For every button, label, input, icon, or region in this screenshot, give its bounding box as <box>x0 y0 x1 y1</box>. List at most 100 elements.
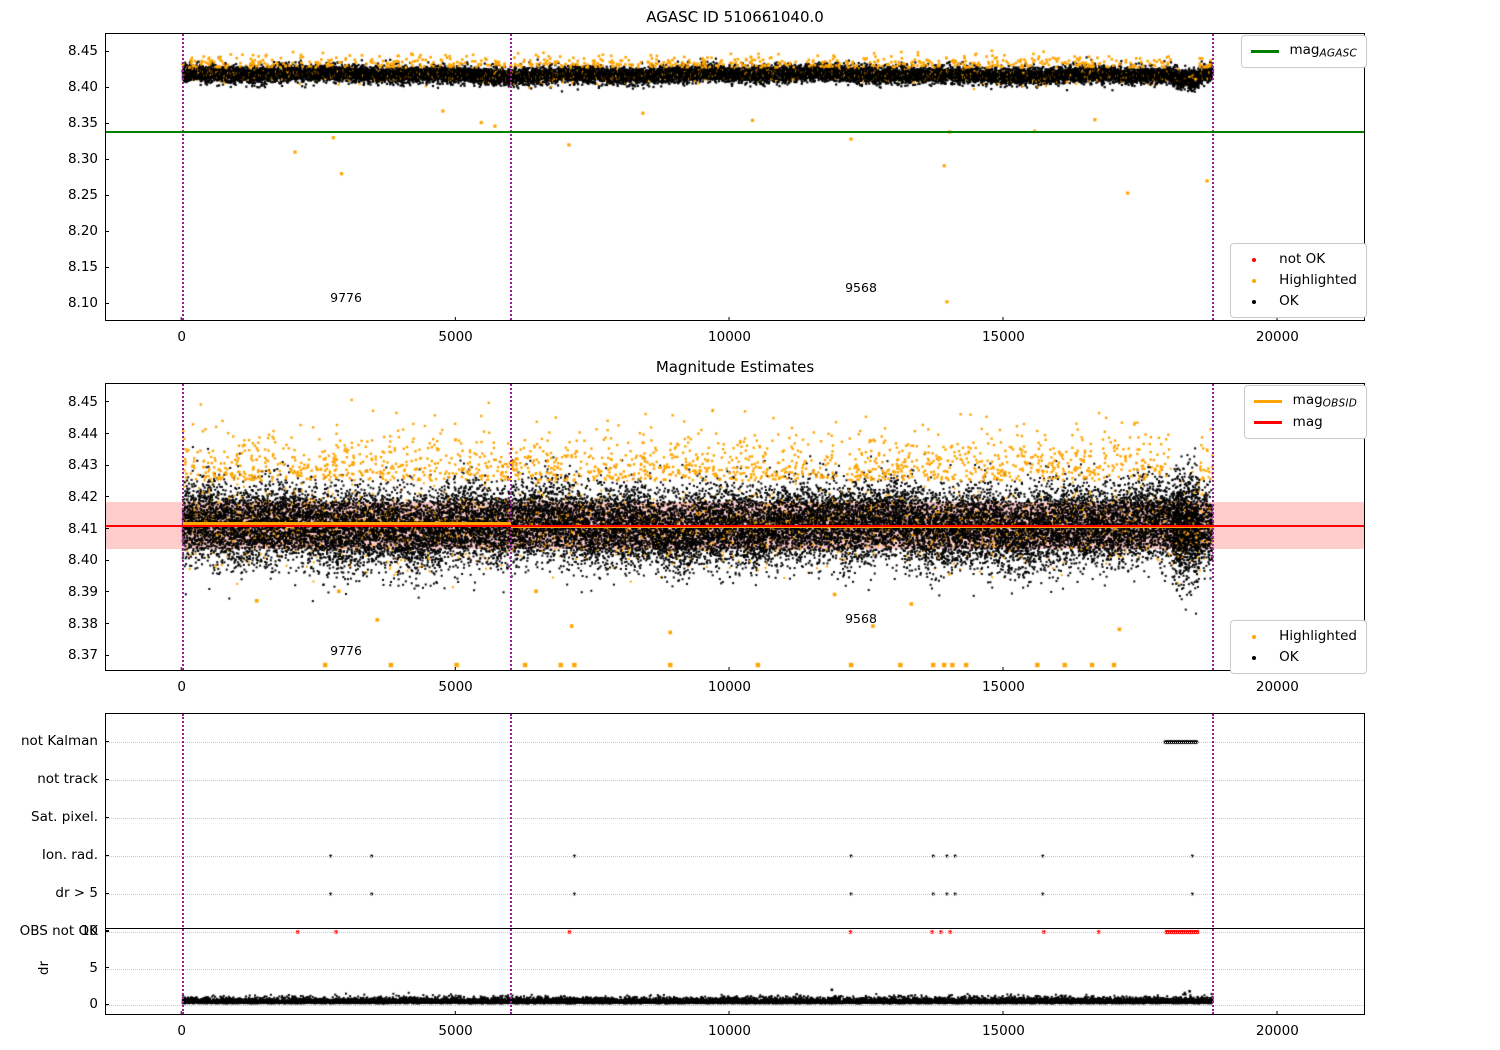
legend-entry: OK <box>1238 291 1357 312</box>
panel-magnitude-estimates: Magnitude Estimates 8.37 8.38 8.39 8.40 8.41… <box>68 358 1367 695</box>
legend-subscript: AGASC <box>1319 47 1357 60</box>
panel1-legend-mag-agasc[interactable]: magAGASC <box>1240 35 1367 68</box>
panel-flags-and-dr: not Kalman not track Sat. pixel. Ion. rad. d… <box>20 713 1365 1039</box>
legend-label: Highlighted <box>1279 627 1357 644</box>
flag-gridline <box>106 856 1364 857</box>
x-tick-label: 15000 <box>982 667 1025 695</box>
dr-tick-label: 0 <box>89 996 109 1012</box>
dr-gridline <box>106 1005 1364 1007</box>
obsid-annotation: 9776 <box>330 290 362 306</box>
flag-gridline <box>106 894 1364 895</box>
legend-subscript: OBSID <box>1322 397 1357 410</box>
x-tick-label: 20000 <box>1256 317 1299 345</box>
obsid-divider-line <box>181 34 184 320</box>
x-tick-label: 20000 <box>1256 1011 1299 1039</box>
legend-line-swatch <box>1252 421 1284 424</box>
flag-gridline <box>106 780 1364 781</box>
legend-dot-swatch <box>1238 278 1270 283</box>
legend-line-swatch <box>1249 50 1281 53</box>
obsid-annotation: 9568 <box>845 611 877 627</box>
y-tick-label: 8.10 <box>68 295 109 311</box>
y-tick-label: 8.43 <box>68 457 109 473</box>
y-tick-label: 8.40 <box>68 552 109 568</box>
y-tick-label: 8.25 <box>68 187 109 203</box>
obsid-annotation: 9776 <box>330 642 362 658</box>
y-tick-label: 8.20 <box>68 223 109 239</box>
legend-label: OK <box>1279 292 1299 309</box>
legend-line-swatch <box>1252 400 1284 403</box>
x-tick-label: 10000 <box>708 317 751 345</box>
flag-gridline <box>106 742 1364 743</box>
legend-label: mag <box>1292 413 1323 430</box>
legend-entry: magAGASC <box>1249 41 1358 62</box>
legend-entry: not OK <box>1238 249 1357 270</box>
figure-title: AGASC ID 510661040.0 <box>646 8 824 26</box>
panel1-axes <box>105 33 1365 321</box>
x-tick-label: 5000 <box>438 1011 473 1039</box>
flag-row-label: dr > 5 <box>55 885 109 901</box>
panel2-legend-points[interactable]: Highlighted OK <box>1230 620 1367 674</box>
legend-dot-swatch <box>1238 257 1270 262</box>
legend-entry: mag <box>1252 412 1357 433</box>
y-tick-label: 8.39 <box>68 584 109 600</box>
legend-entry: Highlighted <box>1238 626 1357 647</box>
mag-agasc-line <box>106 131 1364 134</box>
flag-row-label: Ion. rad. <box>42 847 109 863</box>
obsid-divider-line <box>510 34 513 320</box>
dr-tick-label: 10 <box>81 923 109 939</box>
panel2-title: Magnitude Estimates <box>655 358 815 376</box>
mag-line <box>106 525 1364 528</box>
y-tick-label: 8.30 <box>68 151 109 167</box>
panel2-axes <box>105 383 1365 671</box>
x-tick-label: 20000 <box>1256 667 1299 695</box>
legend-label: magAGASC <box>1289 41 1357 60</box>
obsid-divider-line <box>1211 34 1214 320</box>
obsid-divider-line <box>510 714 513 1014</box>
y-tick-label: 8.45 <box>68 43 109 59</box>
x-tick-label: 15000 <box>982 1011 1025 1039</box>
dr-section-separator <box>106 927 1364 929</box>
y-tick-label: 8.40 <box>68 79 109 95</box>
legend-entry: OK <box>1238 647 1357 668</box>
flag-row-label: not track <box>37 771 109 787</box>
legend-label: magOBSID <box>1292 391 1357 410</box>
y-tick-label: 8.35 <box>68 115 109 131</box>
x-tick-label: 0 <box>177 1011 186 1039</box>
legend-dot-swatch <box>1238 634 1270 639</box>
y-tick-label: 8.15 <box>68 259 109 275</box>
x-tick-label: 10000 <box>708 667 751 695</box>
legend-label: not OK <box>1279 250 1326 267</box>
x-tick-label: 10000 <box>708 1011 751 1039</box>
dr-gridline <box>106 968 1364 970</box>
legend-dot-swatch <box>1238 299 1270 304</box>
obsid-divider-line <box>181 714 184 1014</box>
x-tick-label: 5000 <box>438 667 473 695</box>
x-tick-label: 15000 <box>982 317 1025 345</box>
dr-tick-label: 5 <box>89 960 109 976</box>
y-tick-label: 8.44 <box>68 426 109 442</box>
y-tick-label: 8.38 <box>68 616 109 632</box>
panel-magnitude-vs-time: AGASC ID 510661040.0 8.10 8.15 8.20 8.25 8.3… <box>68 8 1367 345</box>
flag-row-label: not Kalman <box>21 733 109 749</box>
legend-dot-swatch <box>1238 655 1270 660</box>
panel1-scatter-canvas <box>106 34 1364 320</box>
y-tick-label: 8.42 <box>68 489 109 505</box>
panel3-canvas <box>106 714 1364 1014</box>
legend-label: OK <box>1279 648 1299 665</box>
panel1-legend-points[interactable]: not OK Highlighted OK <box>1230 243 1367 318</box>
legend-entry: Highlighted <box>1238 270 1357 291</box>
obsid-divider-line <box>1211 714 1214 1014</box>
mag-obsid-line <box>182 521 512 525</box>
x-tick-label: 0 <box>177 317 186 345</box>
legend-entry: magOBSID <box>1252 391 1357 412</box>
flag-gridline <box>106 818 1364 819</box>
x-tick-label: 5000 <box>438 317 473 345</box>
legend-label: Highlighted <box>1279 271 1357 288</box>
y-tick-label: 8.41 <box>68 521 109 537</box>
dr-gridline <box>106 931 1364 933</box>
x-tick-label: 0 <box>177 667 186 695</box>
flag-row-label: Sat. pixel. <box>31 809 109 825</box>
obsid-annotation: 9568 <box>845 279 877 295</box>
panel2-legend-lines[interactable]: magOBSID mag <box>1243 385 1367 439</box>
